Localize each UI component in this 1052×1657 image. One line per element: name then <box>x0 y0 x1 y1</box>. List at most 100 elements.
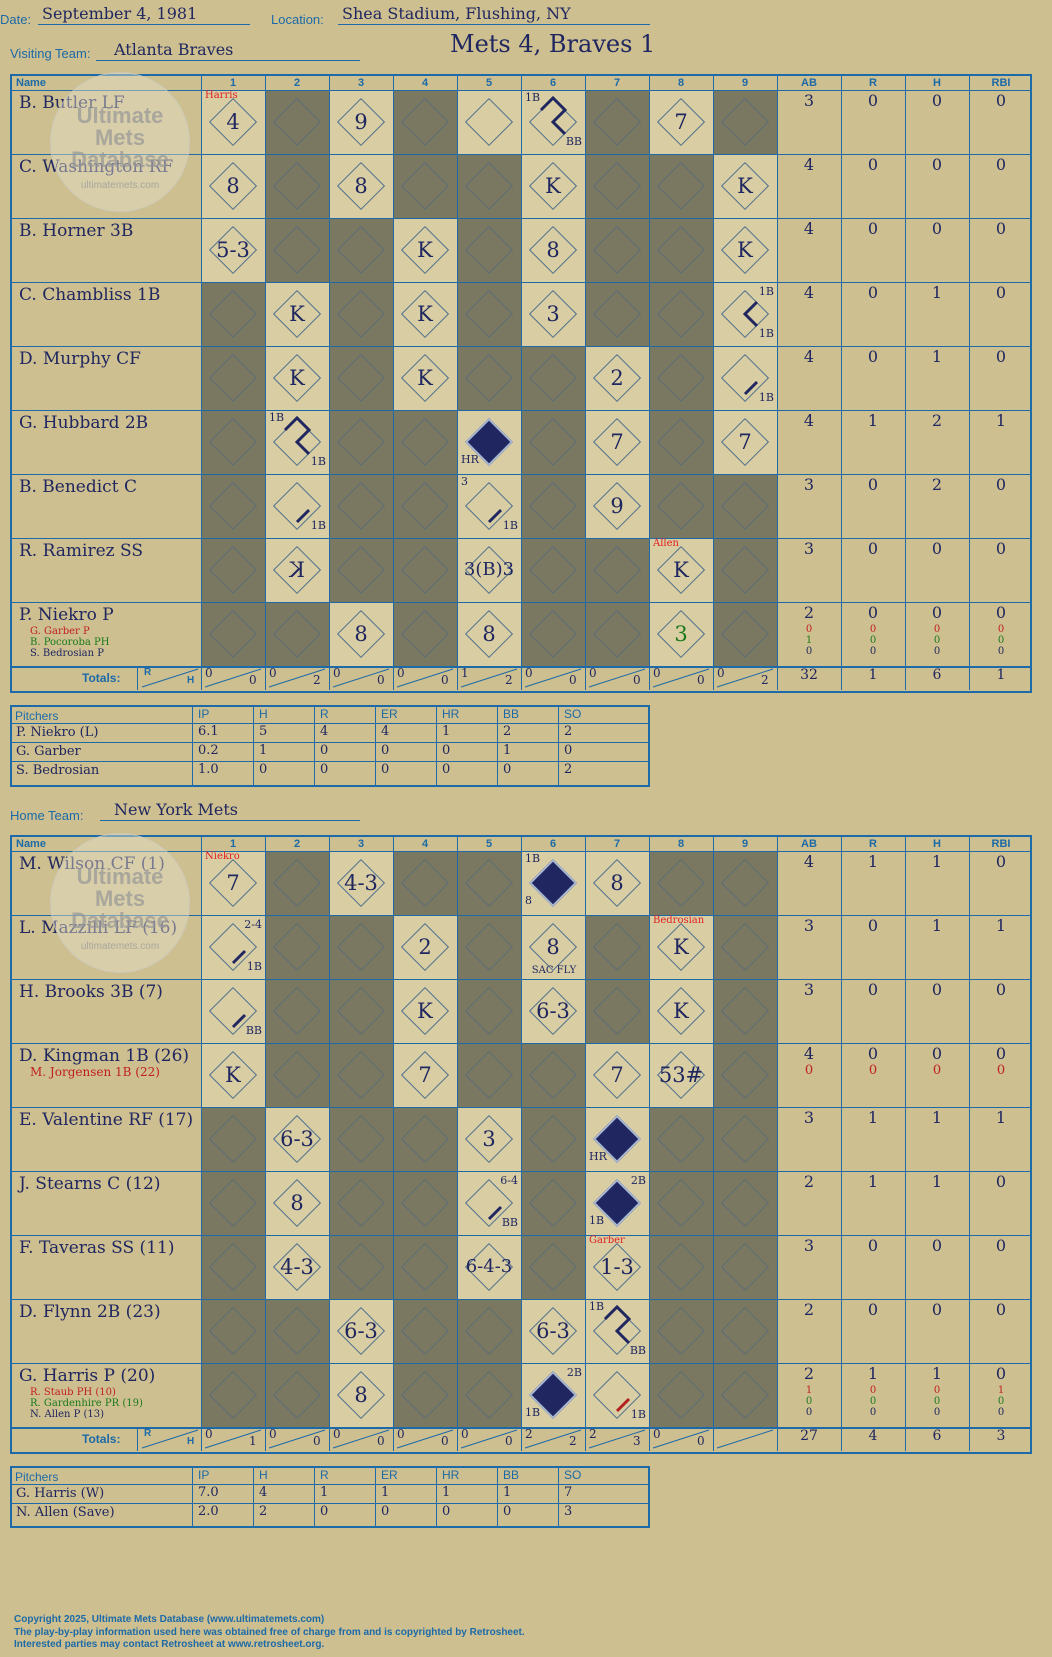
pitcher-name: G. Harris (W) <box>16 1486 105 1501</box>
play-result: 8 <box>546 238 560 262</box>
batter-name: H. Brooks 3B (7) <box>19 982 163 1002</box>
base-diamond <box>528 1178 578 1228</box>
base-diamond <box>272 1306 322 1356</box>
play-cell <box>649 474 713 538</box>
play-cell <box>329 474 393 538</box>
base-diamond <box>656 1306 706 1356</box>
play-cell: 2 <box>585 346 649 410</box>
batter-stat-ab: 2 <box>803 603 815 622</box>
batter-name: R. Ramirez SS <box>19 541 144 561</box>
batter-stat-rbi: 0 <box>995 347 1007 366</box>
batter-stat-rbi: 1 <box>995 916 1007 935</box>
base-diamond <box>464 225 514 275</box>
play-cell <box>649 851 713 915</box>
base-diamond <box>272 922 322 972</box>
substitute-name: B. Pocoroba PH <box>30 637 110 648</box>
play-cell <box>457 90 521 154</box>
play-cell: 3 <box>521 282 585 346</box>
pitcher-change-label: Harris <box>205 90 238 101</box>
play-cell: 4 Harris <box>201 90 265 154</box>
play-cell <box>521 1043 585 1107</box>
batter-stat-r: 0 <box>867 347 879 366</box>
play-cell: 6-3 <box>521 1299 585 1363</box>
batter-stat-h: 1 <box>931 1364 943 1383</box>
base-diamond <box>208 1178 258 1228</box>
base-diamond <box>464 986 514 1036</box>
batter-stat-ab: 4 <box>803 1044 815 1063</box>
substitute-stat: 1 <box>805 635 813 646</box>
base-diamond <box>208 1370 258 1420</box>
pitching-stat-er: 0 <box>381 762 390 777</box>
inning-hits-total: 2 <box>313 673 321 687</box>
play-cell <box>521 474 585 538</box>
base-diamond <box>592 609 642 659</box>
play-cell <box>713 474 777 538</box>
play-cell: 3 <box>649 602 713 666</box>
base-diamond <box>400 545 450 595</box>
base-diamond <box>720 545 770 595</box>
substitute-stat: 0 <box>997 624 1005 635</box>
play-result: K <box>289 558 305 582</box>
play-cell <box>265 979 329 1043</box>
base-diamond <box>464 1050 514 1100</box>
play-cell <box>457 282 521 346</box>
play-note: BB <box>565 135 582 148</box>
play-cell <box>201 346 265 410</box>
pitching-header-ip: IP <box>198 707 210 721</box>
play-cell: 8 <box>201 154 265 218</box>
totals-label: Totals: <box>82 1432 121 1446</box>
pitching-stat-so: 2 <box>564 762 573 777</box>
base-diamond <box>720 1242 770 1292</box>
stat-header-r: R <box>869 77 877 89</box>
inning-header-1: 1 <box>229 838 237 850</box>
totals-slash <box>332 1429 390 1449</box>
batter-stat-h: 0 <box>931 1236 943 1255</box>
play-result: 7 <box>610 430 624 454</box>
column-divider <box>393 76 394 690</box>
inning-runs-total: 0 <box>653 1427 661 1441</box>
totals-slash <box>268 1429 326 1449</box>
inning-header-3: 3 <box>357 838 365 850</box>
play-cell: 2-4 1B <box>201 915 265 979</box>
play-result: 7 <box>418 1063 432 1087</box>
column-divider <box>137 1427 138 1451</box>
play-cell: 8 <box>265 1171 329 1235</box>
batter-stat-h: 1 <box>931 916 943 935</box>
play-cell <box>457 1043 521 1107</box>
pitching-stat-ip: 0.2 <box>198 743 219 758</box>
play-note: 2B <box>566 1366 582 1379</box>
pitching-header-hr: HR <box>442 707 460 721</box>
base-diamond <box>208 1242 258 1292</box>
batter-stat-rbi: 0 <box>995 283 1007 302</box>
batter-stat-rbi: 1 <box>995 411 1007 430</box>
substitute-stat: 1 <box>805 1385 813 1396</box>
play-cell <box>393 474 457 538</box>
base-diamond <box>336 353 386 403</box>
pitching-stat-bb: 0 <box>503 1504 512 1519</box>
batter-stat-r: 0 <box>867 1044 879 1063</box>
base-diamond <box>336 1114 386 1164</box>
watermark-word: Mets <box>94 125 146 150</box>
totals-runs-label: R <box>144 1428 152 1439</box>
play-cell: K <box>201 1043 265 1107</box>
totals-slash <box>141 668 199 688</box>
substitute-stat: 0 <box>805 1407 813 1418</box>
pitcher-name: S. Bedrosian <box>16 763 100 778</box>
play-cell <box>649 410 713 474</box>
batter-name: E. Valentine RF (17) <box>19 1110 194 1130</box>
batter-stat-r: 0 <box>867 91 879 110</box>
play-cell: 7 Niekro <box>201 851 265 915</box>
play-cell <box>713 1363 777 1427</box>
batter-stat-rbi: 0 <box>995 539 1007 558</box>
play-note: 1B <box>525 852 541 865</box>
play-result: 1-3 <box>600 1255 634 1279</box>
play-result: 6-3 <box>344 1319 378 1343</box>
stat-header-rbi: RBI <box>991 838 1011 850</box>
substitute-stat: 0 <box>869 635 877 646</box>
play-cell: K <box>265 538 329 602</box>
column-divider <box>329 76 330 690</box>
column-divider <box>375 1468 376 1526</box>
batter-stat-r: 0 <box>867 916 879 935</box>
basepath-line <box>231 949 247 965</box>
basepath-line <box>487 508 503 524</box>
